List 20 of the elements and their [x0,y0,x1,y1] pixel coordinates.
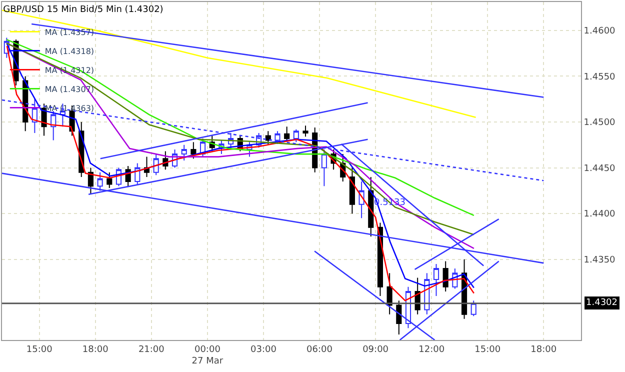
legend-label: MA (1.4357) [44,28,94,37]
ref-line-label: 1.4302 [586,298,618,308]
y-tick-label: 1.4450 [584,164,616,174]
chart-title: GBP/USD 15 Min Bid/5 Min (1.4302) [3,4,164,15]
y-tick-label: 1.4600 [584,26,616,37]
x-tick-label: 18:00 [82,344,109,355]
x-tick-label: 09:00 [362,344,389,355]
x-tick-label: 15:00 [26,344,53,355]
y-tick-label: 1.4550 [584,72,616,82]
y-tick-label: 1.4500 [584,118,616,128]
x-tick-label: 12:00 [418,344,445,355]
x-tick-label: 00:00 27 Mar [192,344,224,366]
x-tick-label: 06:00 [306,344,333,355]
legend-label: MA (1.4318) [44,46,94,56]
y-tick-label: 1.4350 [584,256,616,266]
y-tick-label: 1.4400 [584,210,616,220]
x-tick-label: 21:00 [138,344,165,355]
x-tick-label: 18:00 [530,344,557,355]
x-tick-label: 03:00 [250,344,277,355]
x-tick-label: 15:00 [474,344,501,355]
